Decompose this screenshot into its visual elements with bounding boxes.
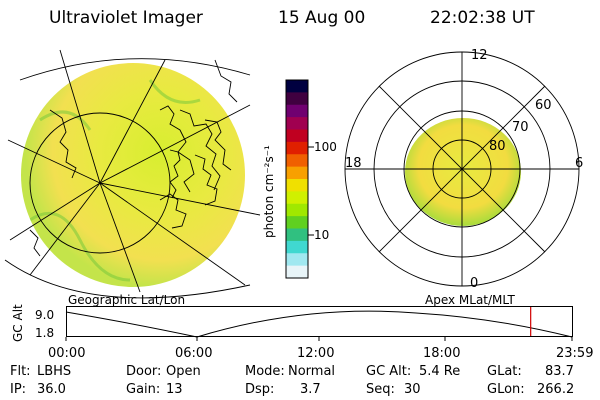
instrument-title: Ultraviolet Imager [49,8,203,28]
orbit-ylabel: GC Alt [11,304,25,342]
colorbar-tick-10: 10 [314,228,330,242]
geo-panel-caption: Geographic Lat/Lon [68,293,186,307]
colorbar-band [286,216,308,230]
status-gain-label: Gain: [126,382,161,397]
mlt-label-12: 12 [471,48,488,63]
colorbar [285,79,314,279]
colorbar-band [286,203,308,217]
mlat-label-70: 70 [512,120,529,135]
status-dsp-label: Dsp: [245,382,275,397]
status-flt-value: LBHS [37,364,72,379]
date-label: 15 Aug 00 [278,8,366,28]
status-ip-label: IP: [10,382,27,397]
altitude-curve [65,310,573,338]
colorbar-band [286,228,308,242]
polar-mlat-mlt-panel [344,51,580,287]
colorbar-band [286,240,308,254]
colorbar-tick-100: 100 [314,140,337,154]
colorbar-band [286,166,308,180]
status-dsp-value: 3.7 [300,382,321,397]
status-door-value: Open [166,364,201,379]
colorbar-band [286,141,308,155]
mlat-label-60: 60 [535,98,552,113]
status-door-label: Door: [126,364,162,379]
colorbar-band [286,92,308,106]
colorbar-band [286,265,308,279]
status-glon-label: GLon: [487,382,525,397]
mlt-label-18: 18 [345,156,362,171]
status-mode-value: Normal [288,364,336,379]
colorbar-band [286,129,308,143]
status-flt-label: Flt: [10,364,31,379]
status-ip-value: 36.0 [37,382,66,397]
orbit-xtick-1800: 18:00 [423,346,461,361]
lat-lon-grid [4,49,261,299]
orbit-xtick-2359: 23:59 [556,346,594,361]
colorbar-band [286,104,308,118]
status-seq-label: Seq: [366,382,395,397]
colorbar-units-label: photon cm⁻²s⁻¹ [262,145,276,238]
orbit-ytick-max: 9.0 [35,308,55,322]
colorbar-band [286,80,308,93]
status-gain-value: 13 [166,382,183,397]
colorbar-band [286,154,308,168]
status-mode-label: Mode: [245,364,285,379]
status-glat-value: 83.7 [545,364,574,379]
status-gcalt-label: GC Alt: [366,364,412,379]
earth-disk [21,63,245,287]
orbit-altitude-plot [65,306,573,341]
colorbar-band [286,117,308,131]
geographic-image-panel [4,49,261,299]
colorbar-band [286,191,308,205]
colorbar-band [286,179,308,192]
polar-panel-caption: Apex MLat/MLT [425,293,515,307]
orbit-xtick-0600: 06:00 [175,346,213,361]
status-glon-value: 266.2 [537,382,575,397]
orbit-xtick-1200: 12:00 [297,346,335,361]
mlt-label-0: 0 [470,276,479,291]
coastline-outlines [29,59,238,257]
orbit-ytick-min: 1.8 [35,326,55,340]
time-label: 22:02:38 UT [430,8,535,28]
mlt-label-6: 6 [575,156,584,171]
status-glat-label: GLat: [487,364,522,379]
colorbar-band [286,253,308,267]
status-gcalt-value: 5.4 Re [419,364,461,379]
orbit-xtick-0000: 00:00 [48,346,86,361]
status-seq-value: 30 [404,382,421,397]
mlat-label-80: 80 [489,139,506,154]
